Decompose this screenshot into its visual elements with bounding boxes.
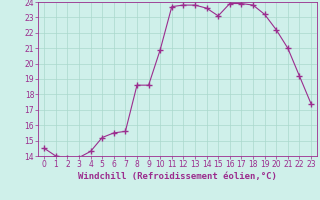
X-axis label: Windchill (Refroidissement éolien,°C): Windchill (Refroidissement éolien,°C) [78, 172, 277, 181]
